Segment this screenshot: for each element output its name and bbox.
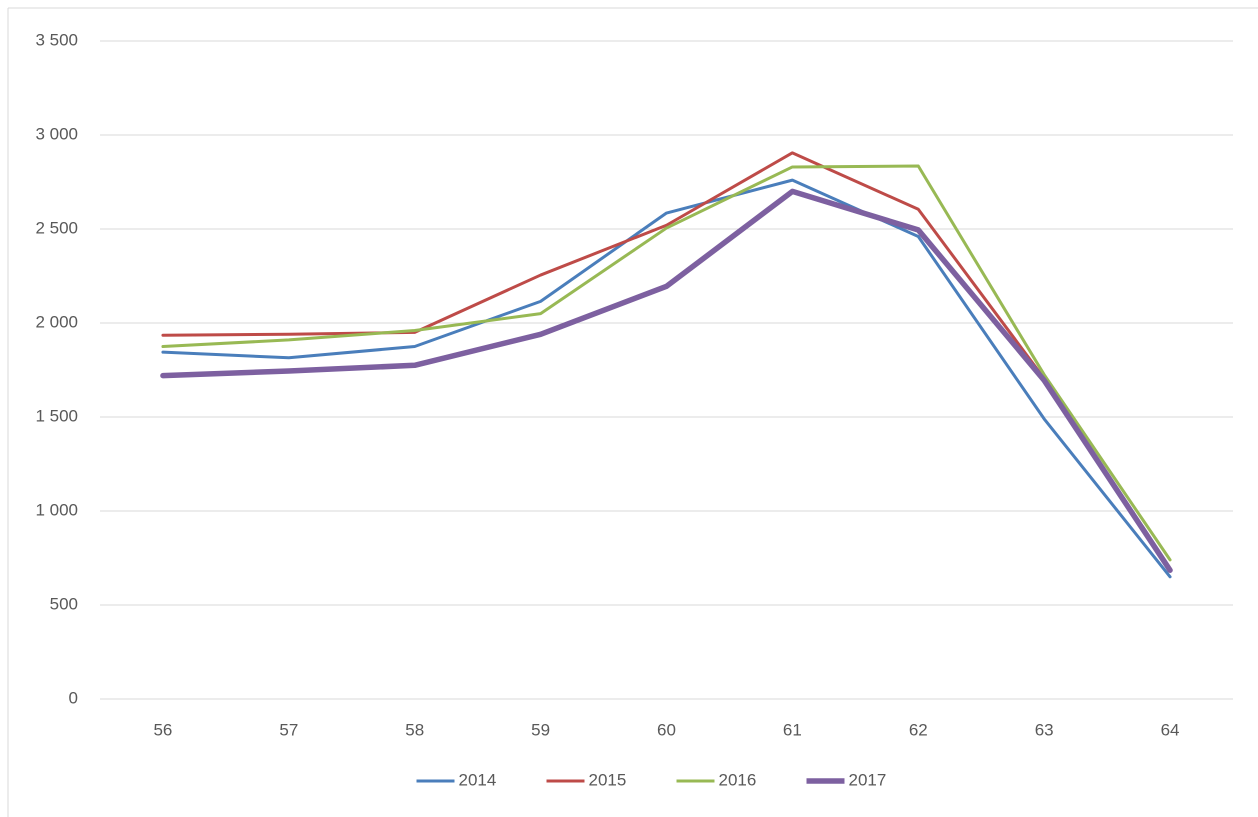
- legend-label: 2016: [719, 770, 757, 789]
- y-tick-label: 1 000: [35, 500, 78, 519]
- x-tick-label: 62: [909, 720, 928, 739]
- x-tick-label: 60: [657, 720, 676, 739]
- series-line: [161, 151, 1172, 570]
- legend-label: 2015: [589, 770, 627, 789]
- y-tick-label: 0: [69, 688, 78, 707]
- y-tick-label: 3 000: [35, 124, 78, 143]
- x-tick-label: 57: [279, 720, 298, 739]
- y-tick-label: 3 500: [35, 30, 78, 49]
- legend-label: 2017: [849, 770, 887, 789]
- x-tick-label: 58: [405, 720, 424, 739]
- legend-label: 2014: [459, 770, 497, 789]
- y-tick-label: 2 000: [35, 312, 78, 331]
- y-tick-label: 500: [50, 594, 78, 613]
- x-tick-label: 61: [783, 720, 802, 739]
- x-tick-label: 64: [1161, 720, 1180, 739]
- series-line: [161, 164, 1172, 562]
- x-tick-label: 59: [531, 720, 550, 739]
- y-tick-label: 1 500: [35, 406, 78, 425]
- series-line: [161, 178, 1172, 579]
- x-tick-label: 56: [153, 720, 172, 739]
- x-tick-label: 63: [1035, 720, 1054, 739]
- series-line: [160, 188, 1173, 573]
- y-tick-label: 2 500: [35, 218, 78, 237]
